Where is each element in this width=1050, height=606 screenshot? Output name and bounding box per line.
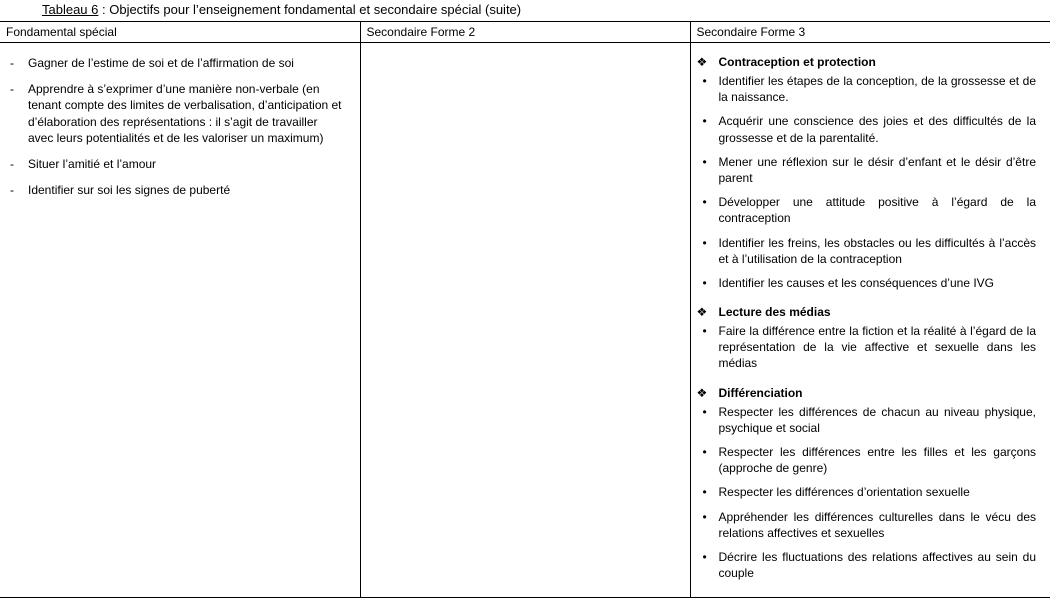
header-col1: Fondamental spécial bbox=[0, 22, 360, 43]
section-heading-text: Contraception et protection bbox=[719, 55, 876, 69]
section-heading-text: Lecture des médias bbox=[719, 305, 831, 319]
col1-list: Gagner de l’estime de soi et de l’affirm… bbox=[6, 55, 350, 208]
section-heading: ❖ Différenciation bbox=[697, 384, 1041, 404]
list-item: Identifier les freins, les obstacles ou … bbox=[719, 235, 1041, 275]
section-heading: ❖ Contraception et protection bbox=[697, 53, 1041, 73]
section-heading: ❖ Lecture des médias bbox=[697, 303, 1041, 323]
list-item: Identifier les causes et les conséquence… bbox=[719, 275, 1041, 299]
section-list: Identifier les étapes de la conception, … bbox=[697, 73, 1041, 299]
table-row: Gagner de l’estime de soi et de l’affirm… bbox=[0, 43, 1050, 598]
caption-rest: : Objectifs pour l’enseignement fondamen… bbox=[98, 2, 521, 17]
diamond-icon: ❖ bbox=[697, 55, 719, 69]
list-item: Respecter les différences d’orientation … bbox=[719, 484, 1041, 508]
list-item: Situer l’amitié et l’amour bbox=[28, 156, 350, 182]
list-item: Respecter les différences de chacun au n… bbox=[719, 404, 1041, 444]
list-item: Appréhender les différences culturelles … bbox=[719, 509, 1041, 549]
list-item: Identifier les étapes de la conception, … bbox=[719, 73, 1041, 113]
cell-col1: Gagner de l’estime de soi et de l’affirm… bbox=[0, 43, 360, 598]
cell-col3: ❖ Contraception et protection Identifier… bbox=[690, 43, 1050, 598]
section-differenciation: ❖ Différenciation Respecter les différen… bbox=[697, 384, 1041, 590]
list-item: Décrire les fluctuations des relations a… bbox=[719, 549, 1041, 589]
section-heading-text: Différenciation bbox=[719, 386, 803, 400]
list-item: Gagner de l’estime de soi et de l’affirm… bbox=[28, 55, 350, 81]
cell-col2 bbox=[360, 43, 690, 598]
list-item: Acquérir une conscience des joies et des… bbox=[719, 113, 1041, 153]
header-col3: Secondaire Forme 3 bbox=[690, 22, 1050, 43]
objectives-table: Fondamental spécial Secondaire Forme 2 S… bbox=[0, 21, 1050, 598]
list-item: Apprendre à s’exprimer d’une manière non… bbox=[28, 81, 350, 156]
caption-label: Tableau 6 bbox=[42, 2, 98, 17]
list-item: Mener une réflexion sur le désir d’enfan… bbox=[719, 154, 1041, 194]
page-root: Tableau 6 : Objectifs pour l’enseignemen… bbox=[0, 0, 1050, 606]
list-item: Développer une attitude positive à l’éga… bbox=[719, 194, 1041, 234]
section-medias: ❖ Lecture des médias Faire la différence… bbox=[697, 303, 1041, 380]
header-col2: Secondaire Forme 2 bbox=[360, 22, 690, 43]
section-contraception: ❖ Contraception et protection Identifier… bbox=[697, 53, 1041, 299]
section-list: Faire la différence entre la fiction et … bbox=[697, 323, 1041, 380]
diamond-icon: ❖ bbox=[697, 305, 719, 319]
section-list: Respecter les différences de chacun au n… bbox=[697, 404, 1041, 590]
diamond-icon: ❖ bbox=[697, 386, 719, 400]
table-header-row: Fondamental spécial Secondaire Forme 2 S… bbox=[0, 22, 1050, 43]
list-item: Identifier sur soi les signes de puberté bbox=[28, 182, 350, 208]
list-item: Respecter les différences entre les fill… bbox=[719, 444, 1041, 484]
list-item: Faire la différence entre la fiction et … bbox=[719, 323, 1041, 380]
table-caption: Tableau 6 : Objectifs pour l’enseignemen… bbox=[0, 0, 1050, 21]
